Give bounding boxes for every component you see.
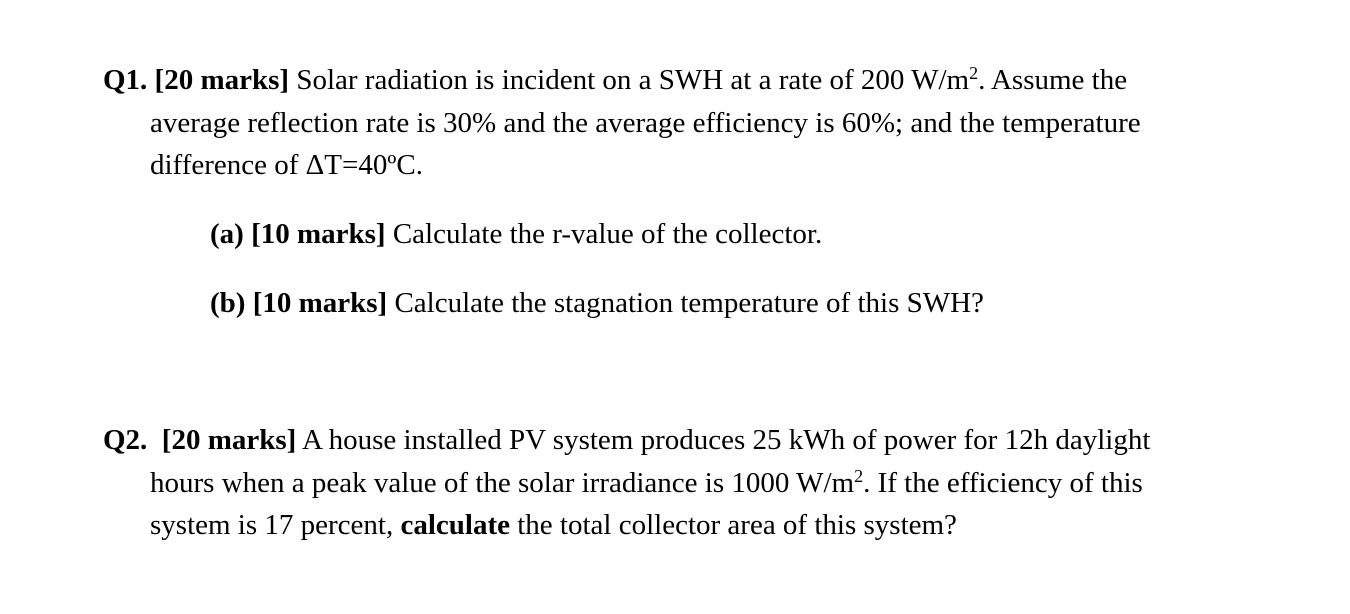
text: hours when a peak value of the solar irr… [150,466,855,499]
text-line: system is 17 percent, calculate the tota… [150,508,957,542]
text: A house installed PV system produces 25 … [296,424,1151,456]
text: Calculate the stagnation temperature of … [387,287,984,319]
text: the total collector area of this system? [510,509,957,541]
text: Solar radiation is incident on a SWH at … [289,64,970,96]
text-line: Q1. [20 marks] Solar radiation is incide… [103,63,1127,97]
text: average reflection rate is 30% and the a… [150,106,1141,139]
text-line: difference of ΔT=40ºC. [150,148,423,182]
superscript: 2 [969,63,979,83]
text-line: (a) [10 marks] Calculate the r-value of … [210,217,822,251]
text-line: average reflection rate is 30% and the a… [150,106,1141,140]
bold-text: Q1. [20 marks] [103,64,290,96]
superscript: 2 [854,465,864,486]
text: difference of ΔT=40ºC. [150,149,423,181]
text: system is 17 percent, [150,509,401,541]
bold-text: calculate [400,509,510,541]
bold-text: (b) [10 marks] [210,287,388,319]
bold-text: (a) [10 marks] [210,218,386,250]
text: . If the efficiency of this [863,466,1143,499]
text: Calculate the r-value of the collector. [385,218,823,250]
text: . Assume the [978,64,1128,96]
text-line: (b) [10 marks] Calculate the stagnation … [210,286,984,320]
text-line: hours when a peak value of the solar irr… [150,466,1143,500]
text-line: Q2. [20 marks] A house installed PV syst… [103,423,1150,457]
bold-text: Q2. [20 marks] [103,424,297,456]
